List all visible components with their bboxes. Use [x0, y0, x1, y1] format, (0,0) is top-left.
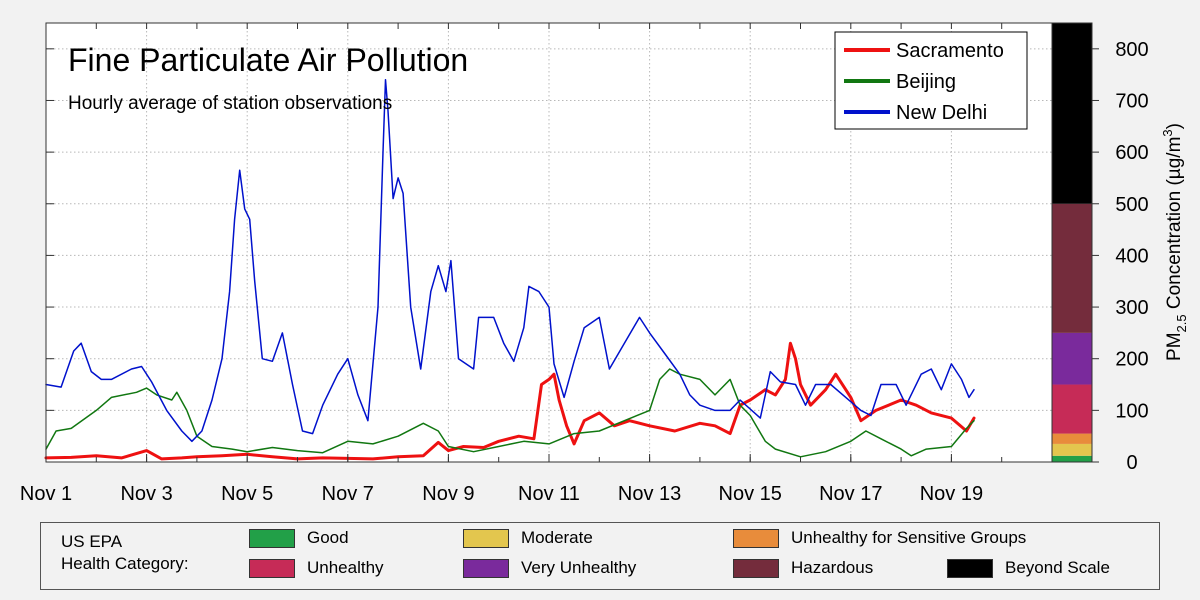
epa-item-moderate: Moderate	[463, 528, 593, 548]
colorbar-segment-5	[1052, 203, 1092, 333]
y-tick-label: 700	[1115, 90, 1148, 112]
colorbar-segment-0	[1052, 455, 1092, 462]
colorbar-segment-1	[1052, 443, 1092, 456]
y-tick-label: 500	[1115, 194, 1148, 216]
epa-swatch-beyond-scale	[947, 558, 993, 578]
epa-swatch-usg	[733, 528, 779, 548]
x-tick-label: Nov 3	[120, 483, 172, 505]
chart-subtitle: Hourly average of station observations	[68, 93, 392, 114]
epa-item-usg: Unhealthy for Sensitive Groups	[733, 528, 1026, 548]
epa-item-hazardous: Hazardous	[733, 558, 873, 578]
epa-label-beyond-scale: Beyond Scale	[1005, 558, 1110, 577]
series-line-new-delhi	[45, 79, 975, 443]
series-line-beijing	[45, 368, 975, 458]
y-tick-label: 200	[1115, 349, 1148, 371]
y-label-sup: 3	[1160, 129, 1175, 136]
epa-swatch-hazardous	[733, 558, 779, 578]
y-axis-label: PM2.5 Concentration (µg/m3)	[1160, 123, 1189, 361]
colorbar-segment-2	[1052, 433, 1092, 444]
x-tick-label: Nov 5	[221, 483, 273, 505]
epa-item-good: Good	[249, 528, 349, 548]
epa-label-good: Good	[307, 528, 349, 547]
y-label-prefix: PM	[1164, 332, 1185, 361]
legend-label-new-delhi: New Delhi	[896, 102, 987, 124]
epa-label-moderate: Moderate	[521, 528, 593, 547]
x-tick-label: Nov 7	[322, 483, 374, 505]
chart-title: Fine Particulate Air Pollution	[68, 42, 468, 78]
x-tick-label: Nov 11	[518, 483, 580, 505]
y-tick-label: 600	[1115, 142, 1148, 164]
y-tick-label: 0	[1126, 452, 1137, 474]
colorbar-segment-6	[1052, 23, 1092, 204]
colorbar-segment-3	[1052, 384, 1092, 434]
pm25-chart: Nov 1 Nov 3 Nov 5 Nov 7 Nov 9 Nov 11 Nov 13 Nov…	[20, 22, 1189, 505]
epa-label-unhealthy: Unhealthy	[307, 558, 384, 577]
epa-legend-title-line1: US EPA	[61, 532, 123, 551]
y-label-sub: 2.5	[1174, 314, 1189, 332]
epa-category-legend: US EPA Health Category: Good Moderate Unh…	[40, 522, 1160, 590]
x-tick-label: Nov 1	[20, 483, 72, 505]
epa-legend-title-line2: Health Category:	[61, 554, 189, 573]
epa-legend-title: US EPA Health Category:	[61, 531, 189, 575]
y-tick-label: 800	[1115, 39, 1148, 61]
epa-item-very-unhealthy: Very Unhealthy	[463, 558, 636, 578]
y-tick-label: 300	[1115, 297, 1148, 319]
colorbar-segment-4	[1052, 332, 1092, 385]
y-label-mid: Concentration (µg/m	[1164, 137, 1185, 315]
legend-label-sacramento: Sacramento	[896, 40, 1004, 62]
x-tick-label: Nov 13	[618, 483, 681, 505]
y-tick-label: 400	[1115, 245, 1148, 267]
epa-label-usg: Unhealthy for Sensitive Groups	[791, 528, 1027, 547]
epa-swatch-good	[249, 528, 295, 548]
y-tick-label: 100	[1115, 400, 1148, 422]
epa-label-hazardous: Hazardous	[791, 558, 874, 577]
epa-swatch-very-unhealthy	[463, 558, 509, 578]
epa-swatch-unhealthy	[249, 558, 295, 578]
x-tick-label: Nov 17	[819, 483, 882, 505]
x-tick-label: Nov 9	[422, 483, 474, 505]
legend-label-beijing: Beijing	[896, 71, 956, 93]
epa-item-unhealthy: Unhealthy	[249, 558, 384, 578]
x-tick-label: Nov 19	[920, 483, 983, 505]
x-tick-label: Nov 15	[719, 483, 782, 505]
epa-item-beyond-scale: Beyond Scale	[947, 558, 1110, 578]
series-legend: Sacramento Beijing New Delhi	[834, 31, 1028, 130]
epa-swatch-moderate	[463, 528, 509, 548]
epa-label-very-unhealthy: Very Unhealthy	[521, 558, 637, 577]
y-label-suffix: )	[1164, 123, 1185, 129]
